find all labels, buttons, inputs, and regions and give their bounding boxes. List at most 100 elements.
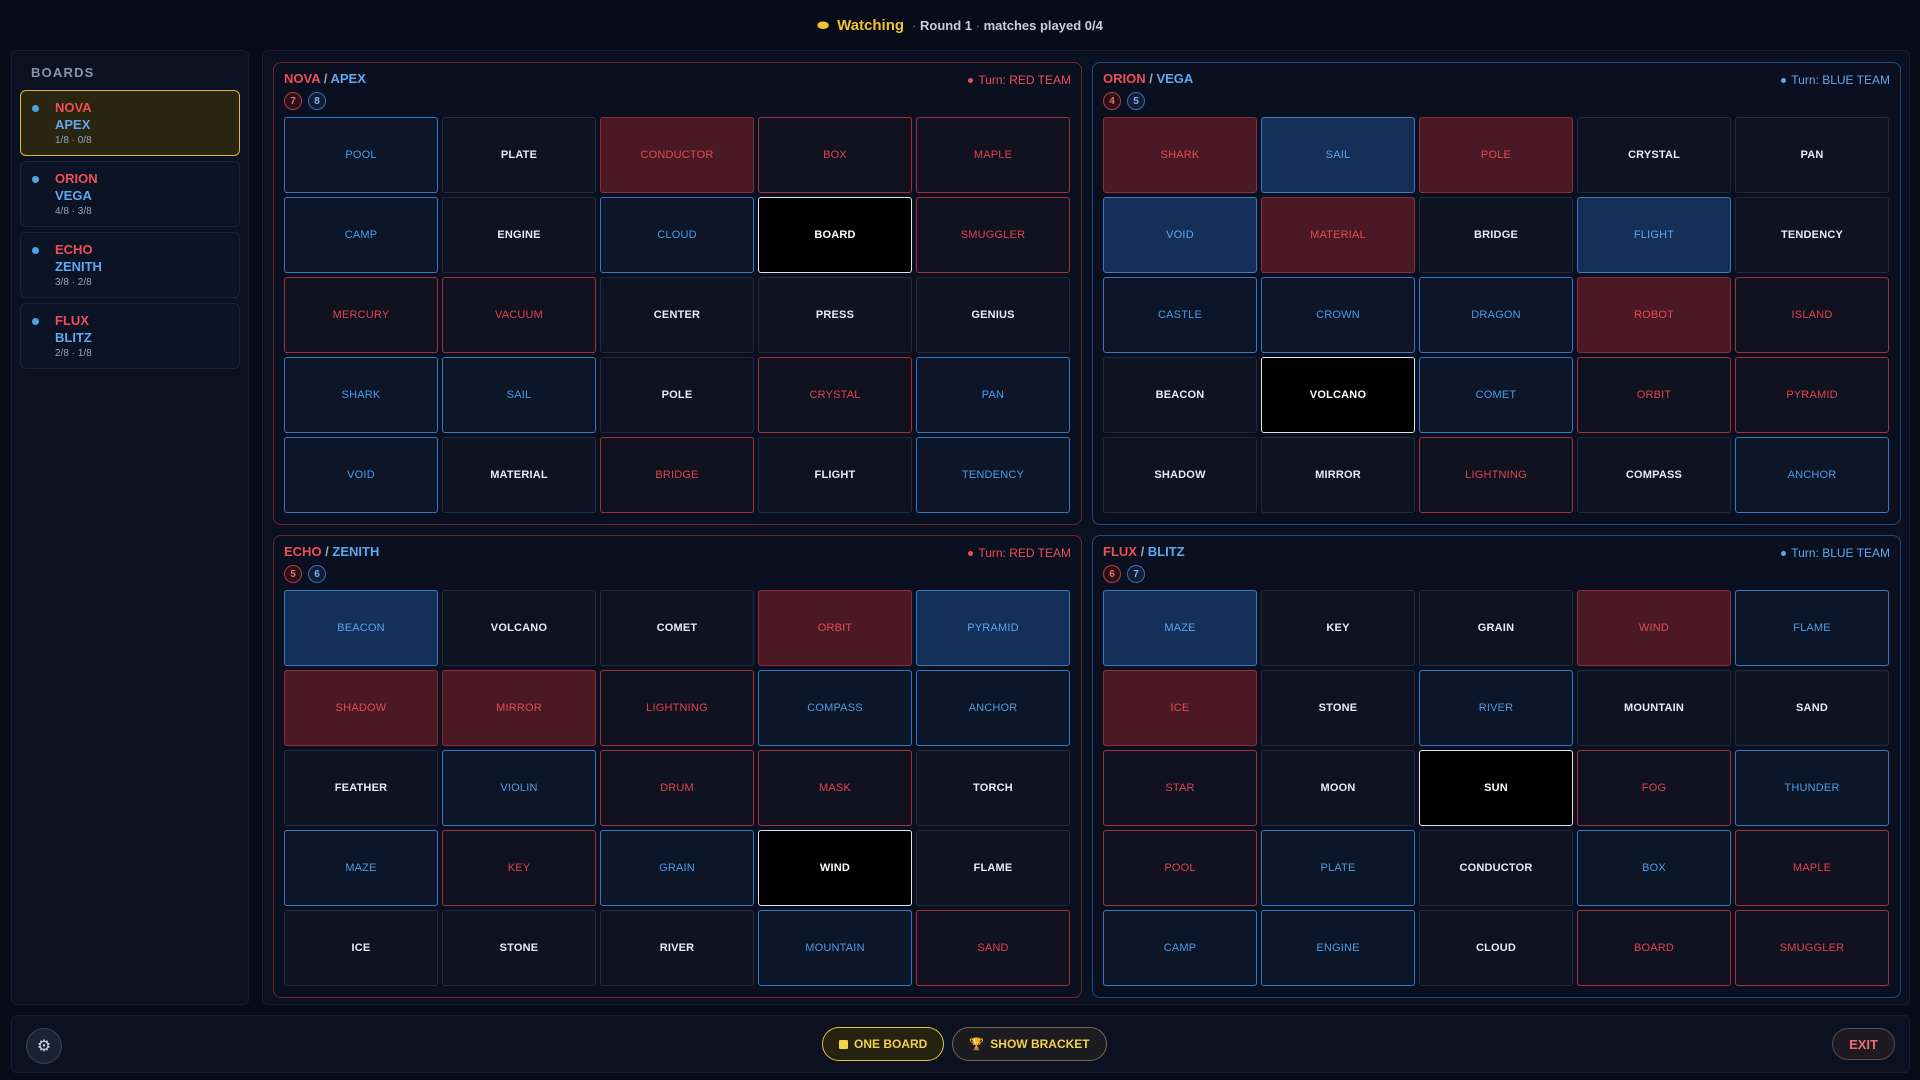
word-card[interactable]: VIOLIN [442, 750, 596, 826]
word-card[interactable]: WIND [1577, 590, 1731, 666]
word-card[interactable]: ORBIT [1577, 357, 1731, 433]
word-card[interactable]: MOUNTAIN [758, 910, 912, 986]
word-card[interactable]: SAND [916, 910, 1070, 986]
word-card[interactable]: KEY [1261, 590, 1415, 666]
word-card[interactable]: ANCHOR [916, 670, 1070, 746]
word-card[interactable]: ICE [284, 910, 438, 986]
word-card[interactable]: ENGINE [442, 197, 596, 273]
word-card[interactable]: ISLAND [1735, 277, 1889, 353]
sidebar-board-item[interactable]: FLUX BLITZ 2/8 · 1/8 [20, 303, 240, 369]
word-card[interactable]: FLIGHT [758, 437, 912, 513]
word-card[interactable]: ICE [1103, 670, 1257, 746]
word-card[interactable]: MOON [1261, 750, 1415, 826]
word-card[interactable]: FEATHER [284, 750, 438, 826]
word-card[interactable]: VOID [1103, 197, 1257, 273]
word-card[interactable]: STAR [1103, 750, 1257, 826]
word-card[interactable]: RIVER [1419, 670, 1573, 746]
word-card[interactable]: POLE [600, 357, 754, 433]
word-card[interactable]: VOLCANO [442, 590, 596, 666]
word-card[interactable]: RIVER [600, 910, 754, 986]
word-card[interactable]: KEY [442, 830, 596, 906]
word-card[interactable]: PRESS [758, 277, 912, 353]
word-card[interactable]: ENGINE [1261, 910, 1415, 986]
word-card[interactable]: COMPASS [758, 670, 912, 746]
word-card[interactable]: MERCURY [284, 277, 438, 353]
word-card[interactable]: CRYSTAL [758, 357, 912, 433]
word-card[interactable]: COMET [1419, 357, 1573, 433]
word-card[interactable]: BRIDGE [600, 437, 754, 513]
word-card[interactable]: CAMP [1103, 910, 1257, 986]
word-card[interactable]: FLAME [1735, 590, 1889, 666]
word-card[interactable]: SAND [1735, 670, 1889, 746]
show-bracket-button[interactable]: 🏆 SHOW BRACKET [952, 1027, 1107, 1061]
word-card[interactable]: TENDENCY [1735, 197, 1889, 273]
word-card[interactable]: MAZE [1103, 590, 1257, 666]
word-card[interactable]: COMPASS [1577, 437, 1731, 513]
word-card[interactable]: PAN [916, 357, 1070, 433]
one-board-button[interactable]: ONE BOARD [822, 1027, 945, 1061]
word-card[interactable]: MAZE [284, 830, 438, 906]
word-card[interactable]: PLATE [1261, 830, 1415, 906]
word-card[interactable]: SHARK [284, 357, 438, 433]
game-board[interactable]: FLUX / BLITZ 6 7 Turn: BLUE TEAM MAZE KEY GRAI… [1092, 535, 1901, 998]
word-card[interactable]: SHARK [1103, 117, 1257, 193]
word-card[interactable]: SMUGGLER [916, 197, 1070, 273]
word-card[interactable]: SAIL [442, 357, 596, 433]
word-card[interactable]: BEACON [1103, 357, 1257, 433]
word-card[interactable]: MAPLE [1735, 830, 1889, 906]
word-card[interactable]: FOG [1577, 750, 1731, 826]
game-board[interactable]: ORION / VEGA 4 5 Turn: BLUE TEAM SHARK SAIL PO… [1092, 62, 1901, 525]
word-card[interactable]: TENDENCY [916, 437, 1070, 513]
word-card[interactable]: CENTER [600, 277, 754, 353]
word-card[interactable]: CLOUD [1419, 910, 1573, 986]
word-card[interactable]: SHADOW [284, 670, 438, 746]
word-card[interactable]: COMET [600, 590, 754, 666]
word-card[interactable]: THUNDER [1735, 750, 1889, 826]
word-card[interactable]: STONE [442, 910, 596, 986]
word-card[interactable]: VOID [284, 437, 438, 513]
word-card[interactable]: ANCHOR [1735, 437, 1889, 513]
word-card[interactable]: MIRROR [1261, 437, 1415, 513]
word-card[interactable]: CONDUCTOR [600, 117, 754, 193]
word-card[interactable]: MOUNTAIN [1577, 670, 1731, 746]
settings-button[interactable]: ⚙ [26, 1028, 62, 1064]
word-card[interactable]: PLATE [442, 117, 596, 193]
word-card[interactable]: MATERIAL [442, 437, 596, 513]
word-card[interactable]: GRAIN [1419, 590, 1573, 666]
word-card[interactable]: LIGHTNING [600, 670, 754, 746]
word-card[interactable]: CAMP [284, 197, 438, 273]
word-card[interactable]: SUN [1419, 750, 1573, 826]
word-card[interactable]: BEACON [284, 590, 438, 666]
word-card[interactable]: PYRAMID [1735, 357, 1889, 433]
word-card[interactable]: MASK [758, 750, 912, 826]
word-card[interactable]: MATERIAL [1261, 197, 1415, 273]
game-board[interactable]: NOVA / APEX 7 8 Turn: RED TEAM POOL PLATE COND… [273, 62, 1082, 525]
word-card[interactable]: BOX [1577, 830, 1731, 906]
sidebar-board-item[interactable]: ORION VEGA 4/8 · 3/8 [20, 161, 240, 227]
word-card[interactable]: SAIL [1261, 117, 1415, 193]
word-card[interactable]: GENIUS [916, 277, 1070, 353]
word-card[interactable]: MAPLE [916, 117, 1070, 193]
word-card[interactable]: POLE [1419, 117, 1573, 193]
word-card[interactable]: POOL [284, 117, 438, 193]
sidebar-board-item[interactable]: ECHO ZENITH 3/8 · 2/8 [20, 232, 240, 298]
word-card[interactable]: MIRROR [442, 670, 596, 746]
word-card[interactable]: CRYSTAL [1577, 117, 1731, 193]
word-card[interactable]: POOL [1103, 830, 1257, 906]
word-card[interactable]: WIND [758, 830, 912, 906]
exit-button[interactable]: EXIT [1832, 1028, 1895, 1060]
word-card[interactable]: BOARD [1577, 910, 1731, 986]
word-card[interactable]: SHADOW [1103, 437, 1257, 513]
word-card[interactable]: BOARD [758, 197, 912, 273]
word-card[interactable]: STONE [1261, 670, 1415, 746]
word-card[interactable]: CONDUCTOR [1419, 830, 1573, 906]
word-card[interactable]: GRAIN [600, 830, 754, 906]
word-card[interactable]: PAN [1735, 117, 1889, 193]
word-card[interactable]: CASTLE [1103, 277, 1257, 353]
word-card[interactable]: PYRAMID [916, 590, 1070, 666]
word-card[interactable]: ROBOT [1577, 277, 1731, 353]
word-card[interactable]: BRIDGE [1419, 197, 1573, 273]
word-card[interactable]: DRAGON [1419, 277, 1573, 353]
word-card[interactable]: LIGHTNING [1419, 437, 1573, 513]
word-card[interactable]: CLOUD [600, 197, 754, 273]
